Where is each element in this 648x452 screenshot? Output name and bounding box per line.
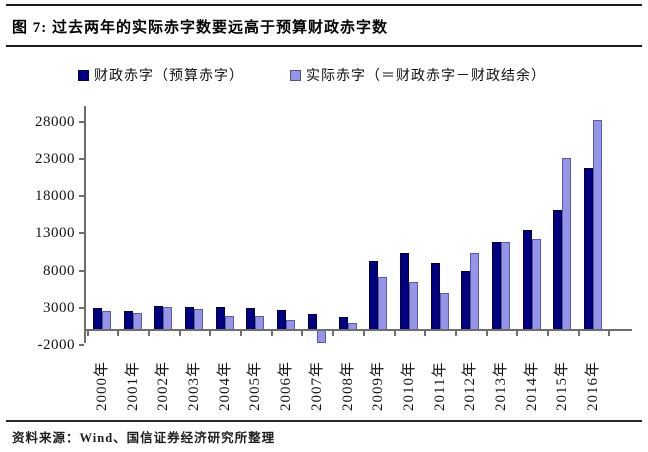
bar-budget-2007年 xyxy=(307,313,317,330)
bar-actual-2002年 xyxy=(163,306,173,330)
legend-swatch-actual-deficit xyxy=(290,69,301,81)
x-tick xyxy=(547,331,549,336)
bar-actual-2011年 xyxy=(439,292,449,330)
y-tick xyxy=(79,343,84,346)
bar-budget-2011年 xyxy=(430,263,440,330)
bar-budget-2015年 xyxy=(553,209,563,330)
bar-budget-2004年 xyxy=(215,306,225,330)
x-tick xyxy=(148,331,151,336)
y-tick xyxy=(79,306,84,309)
bar-budget-2005年 xyxy=(246,308,256,330)
x-tick xyxy=(117,331,120,336)
y-tick xyxy=(79,120,84,123)
y-tick xyxy=(79,232,84,235)
x-label-2013年: 2013年 xyxy=(492,360,509,411)
bar-budget-2009年 xyxy=(369,260,379,330)
x-label-2002年: 2002年 xyxy=(155,360,172,411)
x-tick xyxy=(178,331,181,336)
x-axis-line xyxy=(84,329,632,331)
legend-label-actual-deficit: 实际赤字（＝财政赤字－财政结余） xyxy=(306,69,546,84)
x-tick xyxy=(209,331,212,336)
bar-budget-2006年 xyxy=(277,309,287,330)
y-tick-label: 18000 xyxy=(35,188,75,205)
x-tick xyxy=(454,331,457,336)
y-tick-label: 28000 xyxy=(35,113,75,130)
x-tick xyxy=(516,331,519,336)
legend-item-actual-deficit: 实际赤字（＝财政赤字－财政结余） xyxy=(290,65,546,85)
y-tick-label: 3000 xyxy=(43,299,75,316)
x-label-2012年: 2012年 xyxy=(462,360,479,411)
legend-label-budget-deficit: 财政赤字（预算赤字） xyxy=(94,69,244,84)
x-label-2014年: 2014年 xyxy=(523,360,540,411)
x-label-2001年: 2001年 xyxy=(124,360,141,411)
y-tick xyxy=(79,158,84,161)
bar-budget-2003年 xyxy=(185,306,195,330)
bar-actual-2015年 xyxy=(562,158,572,330)
bar-actual-2014年 xyxy=(531,239,541,330)
x-tick xyxy=(240,331,243,336)
source-note: 资料来源：Wind、国信证券经济研究所整理 xyxy=(12,431,276,445)
bar-budget-2000年 xyxy=(93,308,102,330)
top-rule xyxy=(6,4,642,6)
x-label-2009年: 2009年 xyxy=(370,360,387,411)
x-label-2004年: 2004年 xyxy=(216,360,233,411)
legend: 财政赤字（预算赤字） 实际赤字（＝财政赤字－财政结余） xyxy=(78,66,638,84)
chart-title: 图 7: 过去两年的实际赤字数要远高于预算财政赤字数 xyxy=(12,20,388,36)
y-tick-label: 13000 xyxy=(35,225,75,242)
x-label-2010年: 2010年 xyxy=(400,360,417,411)
x-label-2008年: 2008年 xyxy=(339,360,356,411)
x-label-2006年: 2006年 xyxy=(278,360,295,411)
bar-actual-2010年 xyxy=(408,282,418,330)
x-tick xyxy=(608,331,611,336)
bar-budget-2002年 xyxy=(154,306,164,330)
y-tick-label: 23000 xyxy=(35,151,75,168)
title-rule xyxy=(6,45,642,47)
x-label-2003年: 2003年 xyxy=(186,360,203,411)
bar-actual-2013年 xyxy=(500,241,510,330)
x-tick xyxy=(424,331,427,336)
bar-actual-2007年 xyxy=(316,330,326,344)
bar-actual-2016年 xyxy=(593,119,603,330)
legend-item-budget-deficit: 财政赤字（预算赤字） xyxy=(78,65,244,85)
bar-budget-2012年 xyxy=(461,271,471,330)
x-tick xyxy=(577,331,580,336)
bar-actual-2000年 xyxy=(102,311,111,330)
x-label-2007年: 2007年 xyxy=(308,360,325,411)
bar-budget-2001年 xyxy=(123,310,133,330)
bar-actual-2009年 xyxy=(378,276,388,330)
x-tick xyxy=(485,331,488,336)
x-label-2015年: 2015年 xyxy=(554,360,571,411)
x-tick xyxy=(270,331,273,336)
bar-actual-2001年 xyxy=(132,312,142,330)
x-tick xyxy=(332,331,335,336)
x-tick xyxy=(362,331,365,336)
bar-actual-2005年 xyxy=(255,315,265,330)
bar-actual-2012年 xyxy=(470,252,480,330)
x-tick xyxy=(86,331,89,336)
bar-actual-2004年 xyxy=(224,315,234,330)
y-tick-label: -2000 xyxy=(37,336,75,353)
bar-actual-2003年 xyxy=(194,309,204,330)
bar-budget-2010年 xyxy=(399,252,409,330)
y-tick xyxy=(79,269,84,272)
bar-budget-2014年 xyxy=(522,229,532,330)
x-tick xyxy=(301,331,304,336)
bar-budget-2016年 xyxy=(584,168,594,330)
legend-swatch-budget-deficit xyxy=(78,69,89,81)
y-tick-label: 8000 xyxy=(43,262,75,279)
x-tick xyxy=(393,331,396,336)
y-axis-line xyxy=(84,106,86,343)
x-label-2016年: 2016年 xyxy=(585,360,602,411)
x-label-2011年: 2011年 xyxy=(431,361,448,411)
y-tick xyxy=(79,195,84,198)
source-rule xyxy=(6,420,642,422)
x-label-2000年: 2000年 xyxy=(94,360,110,411)
bar-budget-2013年 xyxy=(491,241,501,330)
x-label-2005年: 2005年 xyxy=(247,360,264,411)
